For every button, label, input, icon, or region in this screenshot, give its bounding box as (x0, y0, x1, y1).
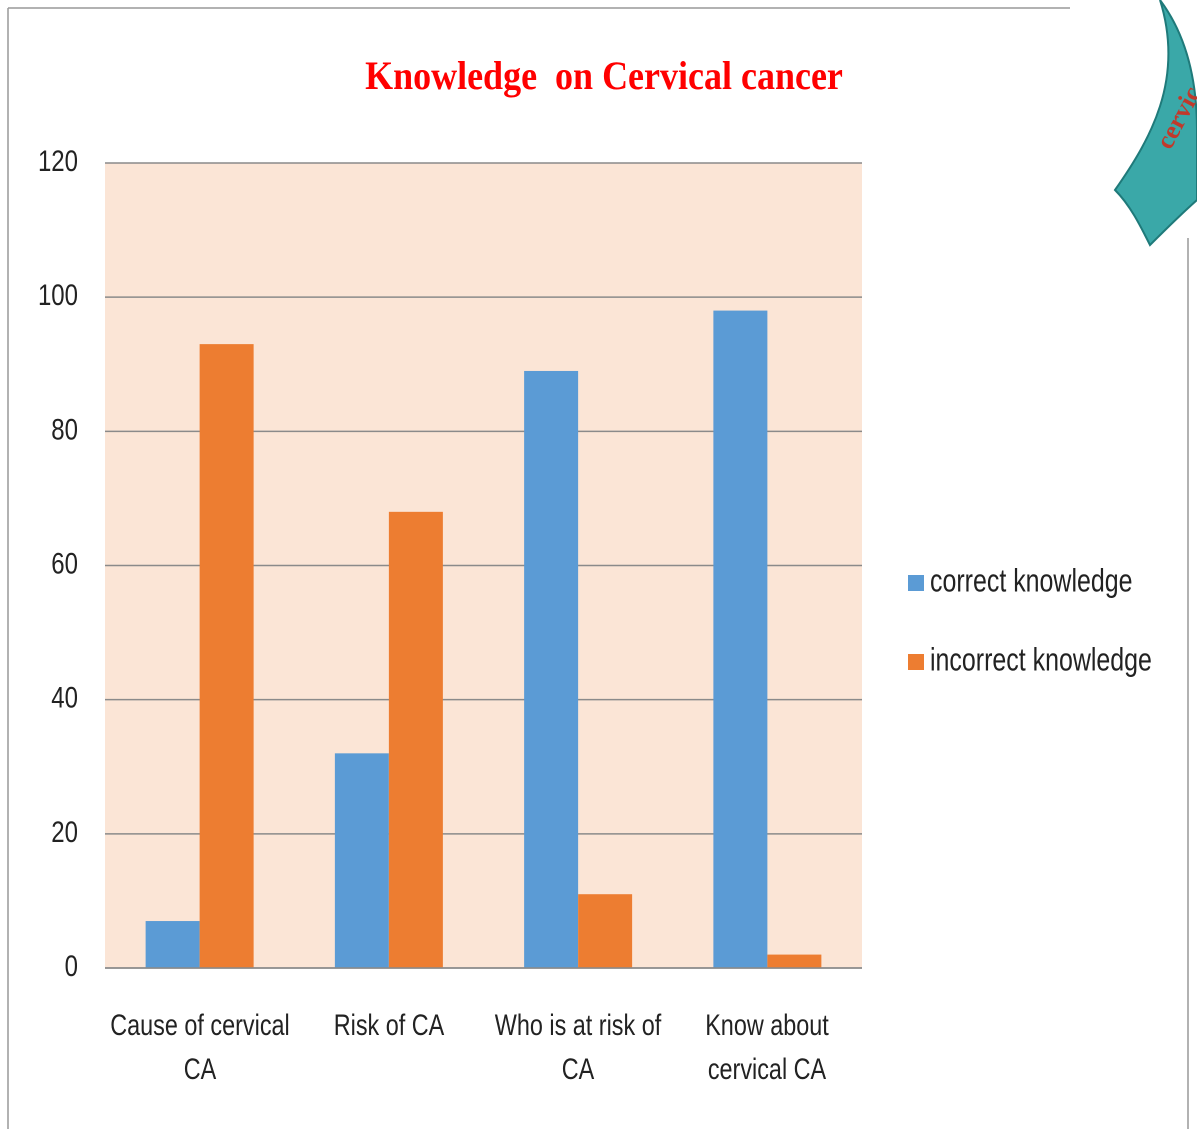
y-tick-label: 100 (38, 277, 78, 311)
bar (578, 894, 633, 968)
chart-title: Knowledge on Cervical cancer (365, 54, 843, 98)
x-tick-label: Who is at risk of CA (494, 1009, 662, 1086)
bar (524, 370, 579, 968)
legend-label: incorrect knowledge (930, 643, 1152, 679)
legend-swatch (908, 654, 924, 670)
x-tick-label: Risk of CA (333, 1009, 445, 1042)
y-tick-label: 80 (51, 412, 78, 446)
y-tick-label: 60 (51, 546, 78, 580)
y-tick-label: 120 (38, 143, 78, 177)
bar (388, 511, 443, 968)
bar (713, 310, 768, 968)
legend-swatch (908, 575, 924, 591)
bar (767, 954, 822, 968)
bar (334, 753, 389, 968)
y-tick-label: 40 (51, 680, 78, 714)
x-tick-label: Cause of cervical CA (109, 1009, 290, 1086)
bar (199, 344, 254, 968)
y-tick-label: 20 (51, 814, 78, 848)
x-tick-label: Know about cervical CA (705, 1009, 830, 1086)
y-tick-label: 0 (65, 948, 78, 982)
ribbon: cervic (1113, 0, 1197, 247)
bar (145, 921, 200, 968)
legend-label: correct knowledge (930, 564, 1132, 600)
